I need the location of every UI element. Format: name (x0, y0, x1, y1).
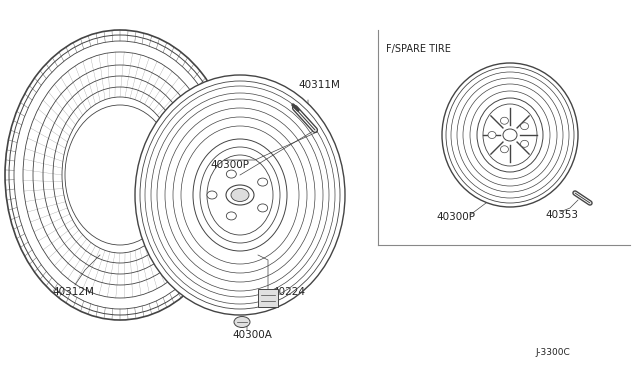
Ellipse shape (442, 63, 578, 207)
Text: F/SPARE TIRE: F/SPARE TIRE (386, 44, 451, 54)
Ellipse shape (520, 123, 529, 130)
Text: 40300A: 40300A (232, 330, 272, 340)
Ellipse shape (231, 189, 249, 202)
Text: 40300P: 40300P (436, 212, 475, 222)
Ellipse shape (226, 185, 254, 205)
Ellipse shape (488, 131, 496, 138)
Text: 40311M: 40311M (298, 80, 340, 90)
Text: 40300P: 40300P (210, 160, 249, 170)
Ellipse shape (207, 191, 217, 199)
Ellipse shape (258, 204, 268, 212)
Ellipse shape (503, 129, 517, 141)
Ellipse shape (500, 117, 508, 124)
Text: 40224: 40224 (272, 287, 305, 297)
Text: J-3300C: J-3300C (535, 348, 570, 357)
Ellipse shape (65, 105, 175, 245)
Text: 40312M: 40312M (52, 287, 94, 297)
FancyBboxPatch shape (258, 289, 278, 307)
Ellipse shape (227, 212, 236, 220)
Ellipse shape (227, 170, 236, 178)
Ellipse shape (520, 140, 529, 147)
Ellipse shape (258, 178, 268, 186)
Text: 40353: 40353 (545, 210, 578, 220)
Ellipse shape (500, 146, 508, 153)
Ellipse shape (135, 75, 345, 315)
Ellipse shape (234, 317, 250, 327)
